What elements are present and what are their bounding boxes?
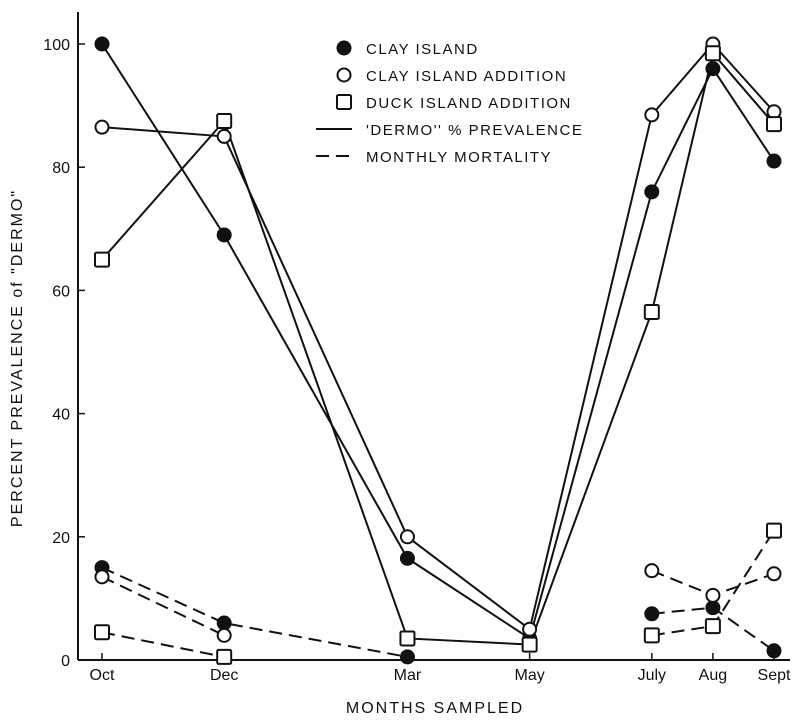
x-tick-label: Dec xyxy=(210,667,238,684)
data-point-open-circle xyxy=(94,569,110,585)
data-point-square xyxy=(704,618,721,635)
x-tick-label: May xyxy=(515,667,545,684)
data-point-open-circle xyxy=(766,566,782,582)
x-tick-label: Sept xyxy=(758,667,791,684)
y-tick-label: 60 xyxy=(52,283,70,300)
x-tick-label: July xyxy=(638,667,666,684)
data-point-filled-circle xyxy=(399,550,415,566)
x-tick-label: Oct xyxy=(90,667,115,684)
legend-label: 'DERMO'' % PREVALENCE xyxy=(366,122,583,139)
data-point-square xyxy=(94,251,110,268)
legend-label: CLAY ISLAND xyxy=(366,41,479,58)
data-point-square xyxy=(704,45,721,62)
data-point-filled-circle xyxy=(216,227,232,243)
legend: CLAY ISLAND CLAY ISLAND ADDITION DUCK ISLA… xyxy=(316,40,583,166)
data-point-open-circle xyxy=(399,529,415,545)
data-point-square xyxy=(643,627,660,644)
legend-label: DUCK ISLAND ADDITION xyxy=(366,95,572,112)
data-point-open-circle xyxy=(522,621,538,637)
x-tick-label: Aug xyxy=(699,667,727,684)
data-point-open-circle xyxy=(644,107,660,123)
y-tick-label: 20 xyxy=(52,530,70,547)
data-point-filled-circle xyxy=(705,600,721,616)
data-point-square xyxy=(399,630,416,647)
data-point-open-circle xyxy=(644,563,660,579)
x-axis-title: MONTHS SAMPLED xyxy=(346,700,524,717)
y-tick-label: 100 xyxy=(43,37,70,54)
prevalence-line xyxy=(101,51,775,646)
series-layer xyxy=(94,36,782,665)
data-point-filled-circle xyxy=(766,153,782,169)
data-point-open-circle xyxy=(94,119,110,135)
data-point-filled-circle xyxy=(644,606,660,622)
data-point-square xyxy=(216,648,233,665)
y-axis-title: PERCENT PREVALENCE of "DERMO" xyxy=(9,189,26,527)
data-point-open-circle xyxy=(216,128,232,144)
data-point-square xyxy=(766,522,782,539)
data-point-square xyxy=(336,94,352,110)
y-tick-label: 0 xyxy=(61,653,70,670)
data-point-filled-circle xyxy=(644,184,660,200)
y-tick-label: 80 xyxy=(52,160,70,177)
data-point-square xyxy=(766,116,782,133)
mortality-line xyxy=(101,566,408,658)
data-point-square xyxy=(643,303,660,320)
data-point-filled-circle xyxy=(705,61,721,77)
data-point-square xyxy=(216,113,233,129)
legend-label: CLAY ISLAND ADDITION xyxy=(366,68,567,85)
y-tick-label: 40 xyxy=(52,407,70,424)
data-point-square xyxy=(94,624,110,641)
data-point-open-circle xyxy=(705,587,721,603)
data-point-square xyxy=(521,636,538,653)
data-point-filled-circle xyxy=(766,643,782,659)
data-point-filled-circle xyxy=(399,649,415,665)
data-point-open-circle xyxy=(216,627,232,643)
data-point-filled-circle xyxy=(94,36,110,52)
axes: 0 20 40 60 80 100 Oct Dec Mar May July Aug Sept xyxy=(43,12,791,684)
mortality-line xyxy=(101,575,225,637)
data-point-filled-circle xyxy=(336,40,352,56)
data-point-filled-circle xyxy=(216,615,232,631)
data-point-open-circle xyxy=(336,67,352,83)
mortality-line xyxy=(101,631,225,658)
x-tick-label: Mar xyxy=(394,667,422,684)
series-points xyxy=(94,36,782,665)
legend-label: MONTHLY MORTALITY xyxy=(366,149,552,166)
